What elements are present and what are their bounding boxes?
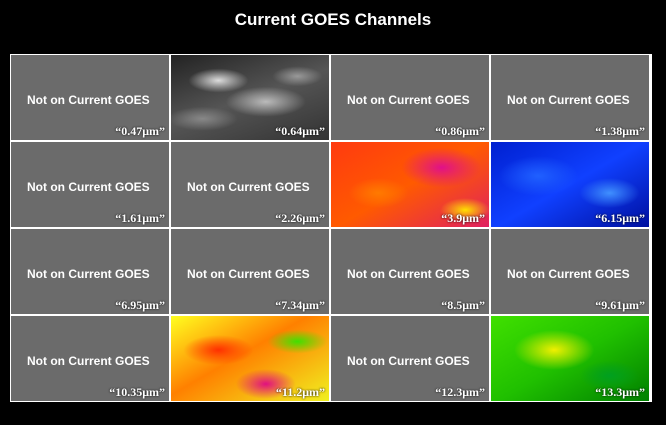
wavelength-label: “0.47μm” [115,124,165,138]
channel-cell: Not on Current GOES “7.34μm” [171,229,329,314]
note: Not on Current GOES [347,354,470,368]
channel-cell: Not on Current GOES “2.26μm” [171,142,329,227]
wavelength-label: “2.26μm” [275,211,325,225]
note: Not on Current GOES [27,93,150,107]
wavelength-label: “3.9μm” [441,211,485,225]
channel-image: “6.15μm” [491,142,649,227]
wavelength-label: “10.35μm” [109,385,165,399]
note: Not on Current GOES [507,93,630,107]
wavelength-label: “9.61μm” [595,298,645,312]
channel-cell: Not on Current GOES “12.3μm” [331,316,489,401]
wavelength-label: “6.95μm” [115,298,165,312]
note: Not on Current GOES [27,354,150,368]
note: Not on Current GOES [507,267,630,281]
channel-cell: Not on Current GOES “8.5μm” [331,229,489,314]
wavelength-label: “0.86μm” [435,124,485,138]
note: Not on Current GOES [27,267,150,281]
note: Not on Current GOES [187,267,310,281]
channel-image: “11.2μm” [171,316,329,401]
channel-cell: Not on Current GOES “9.61μm” [491,229,649,314]
note: Not on Current GOES [187,180,310,194]
note: Not on Current GOES [27,180,150,194]
note: Not on Current GOES [347,93,470,107]
channel-cell: Not on Current GOES “1.61μm” [11,142,169,227]
wavelength-label: “6.15μm” [595,211,645,225]
channel-cell: Not on Current GOES “0.47μm” [11,55,169,140]
wavelength-label: “7.34μm” [275,298,325,312]
wavelength-label: “1.38μm” [595,124,645,138]
channel-grid: Not on Current GOES “0.47μm” “0.64μm” Not o… [10,54,652,402]
wavelength-label: “0.64μm” [275,124,325,138]
wavelength-label: “11.2μm” [275,385,325,399]
wavelength-label: “8.5μm” [441,298,485,312]
channel-image: “0.64μm” [171,55,329,140]
channel-cell: Not on Current GOES “10.35μm” [11,316,169,401]
channel-image: “3.9μm” [331,142,489,227]
channel-cell: Not on Current GOES “6.95μm” [11,229,169,314]
wavelength-label: “1.61μm” [115,211,165,225]
note: Not on Current GOES [347,267,470,281]
wavelength-label: “12.3μm” [435,385,485,399]
channel-cell: Not on Current GOES “0.86μm” [331,55,489,140]
slide-title: Current GOES Channels [234,10,432,29]
channel-image: “13.3μm” [491,316,649,401]
wavelength-label: “13.3μm” [595,385,645,399]
channel-cell: Not on Current GOES “1.38μm” [491,55,649,140]
